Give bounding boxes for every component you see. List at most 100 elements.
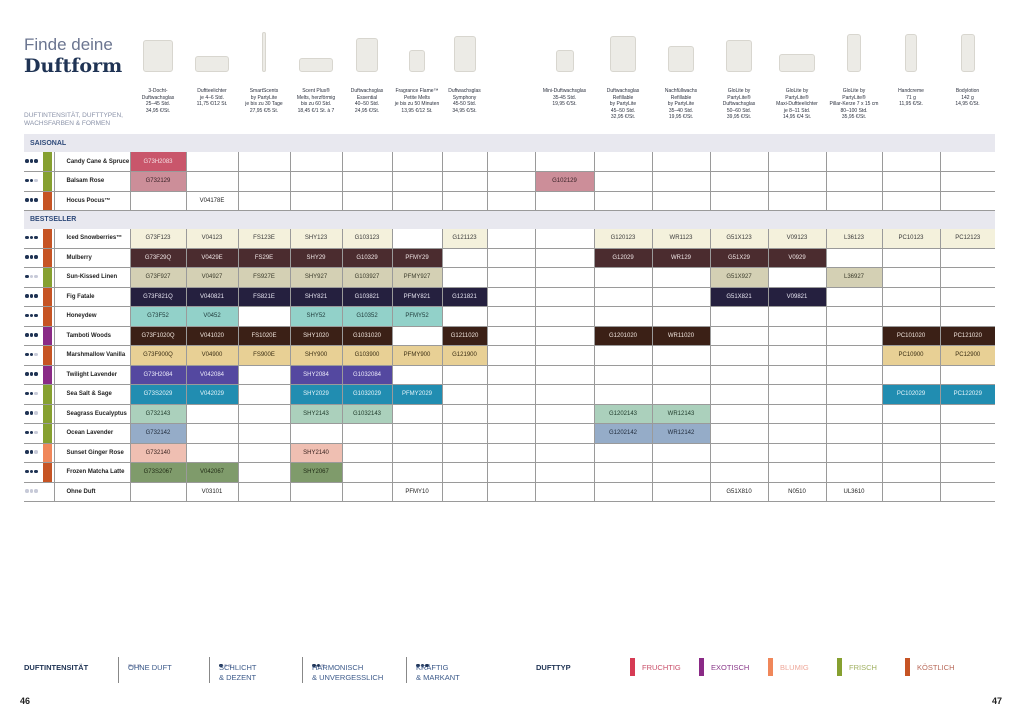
empty-cell [882,171,941,192]
product-header-line: 13,95 €/12 St. [401,107,433,114]
product-header-line: 35,95 €/St. [841,114,867,120]
product-code-cell: V0452 [186,306,239,327]
empty-cell [238,423,291,444]
empty-cell [652,462,711,483]
empty-cell [535,287,595,307]
table-row: Ocean Lavender G732142 G1202142 WR12142 [24,423,996,444]
empty-cell [826,171,883,192]
intensity-level-label-2: & DEZENT [219,673,257,682]
product-code-cell: G103821 [342,287,393,307]
empty-cell [392,228,443,249]
empty-cell [652,191,711,211]
intensity-dots-icon [25,489,39,495]
legend-divider [118,657,119,683]
product-code-cell: FS29E [238,248,291,268]
empty-cell [442,384,488,405]
product-code-cell: G73F1020Q [130,326,187,346]
empty-cell [130,191,187,211]
intensity-dots-icon [25,430,39,436]
product-header-line: GloLite by [727,88,751,94]
empty-cell [710,462,769,483]
product-header-line: 35–40 Std. [668,107,694,114]
type-cell [40,345,55,366]
empty-cell [826,384,883,405]
empty-cell [535,326,595,346]
intensity-dots-icon [25,469,39,475]
product-code-cell: SHY1020 [290,326,343,346]
fragrance-name: Fig Fatale [54,287,131,307]
empty-cell [238,365,291,385]
empty-cell [652,171,711,192]
intensity-cell [24,191,40,211]
product-code-cell: V040821 [186,287,239,307]
intensity-dots-icon [25,255,39,261]
type-bar-exotisch [43,365,52,384]
product-code-cell: SHY29 [290,248,343,268]
empty-cell [882,365,941,385]
type-bar-frisch [43,152,52,171]
intensity-legend-label: DUFTINTENSITÄT [24,663,89,672]
product-code-cell: G1031020 [342,326,393,346]
empty-cell [487,365,536,385]
title-line-2: Duftform [24,55,123,77]
intensity-level-label: KRÄFTIG [416,663,449,672]
product-code-cell: WR129 [652,248,711,268]
product-header-line: Bodylotion [955,88,980,94]
product-code-cell: V042084 [186,365,239,385]
empty-cell [442,306,488,327]
empty-cell [768,404,827,424]
empty-cell [535,152,595,172]
empty-cell [130,482,187,502]
product-code-cell: WR1123 [652,228,711,249]
product-code-cell: PC121020 [940,326,996,346]
empty-cell [652,365,711,385]
product-code-cell: V0929 [768,248,827,268]
empty-cell [342,191,393,211]
fragrance-name: Mulberry [54,248,131,268]
type-cell [40,404,55,424]
empty-cell [768,365,827,385]
product-code-cell: N0510 [768,482,827,502]
intensity-cell [24,423,40,444]
product-header-line: 3-Docht- [148,88,168,94]
empty-cell [535,267,595,288]
type-cell [40,482,55,502]
empty-cell [535,443,595,463]
product-code-cell: G1032084 [342,365,393,385]
empty-cell [535,482,595,502]
empty-cell [768,443,827,463]
product-header-line: Duftwachsglas [141,94,175,101]
dots [416,654,430,671]
fragrance-name: Iced Snowberries™ [54,228,131,249]
empty-cell [290,171,343,192]
empty-cell [535,423,595,444]
type-cell [40,306,55,327]
product-code-cell: G103900 [342,345,393,366]
empty-cell [392,191,443,211]
empty-cell [940,171,996,192]
empty-cell [826,152,883,172]
product-code-cell: G51X29 [710,248,769,268]
empty-cell [940,287,996,307]
product-header-line: je 8–11 Std. [783,107,811,114]
empty-cell [442,462,488,483]
empty-cell [768,171,827,192]
product-code-cell: SHY123 [290,228,343,249]
fragrance-name: Ohne Duft [54,482,131,502]
empty-cell [652,443,711,463]
product-code-cell: G73H2084 [130,365,187,385]
product-code-cell: PFMY2029 [392,384,443,405]
empty-cell [768,345,827,366]
product-header-line: Mini-Duftwachsglas [542,88,587,94]
empty-cell [826,326,883,346]
product-code-cell: PC102029 [882,384,941,405]
intensity-cell [24,248,40,268]
empty-cell [392,443,443,463]
product-code-cell: G1032029 [342,384,393,405]
product-header-line: 45–50 Std. [610,107,636,114]
product-code-cell: G73F52 [130,306,187,327]
product-code-cell: WR11020 [652,326,711,346]
section-label: BESTSELLER [24,210,996,229]
product-code-cell: FS900E [238,345,291,366]
empty-cell [826,287,883,307]
